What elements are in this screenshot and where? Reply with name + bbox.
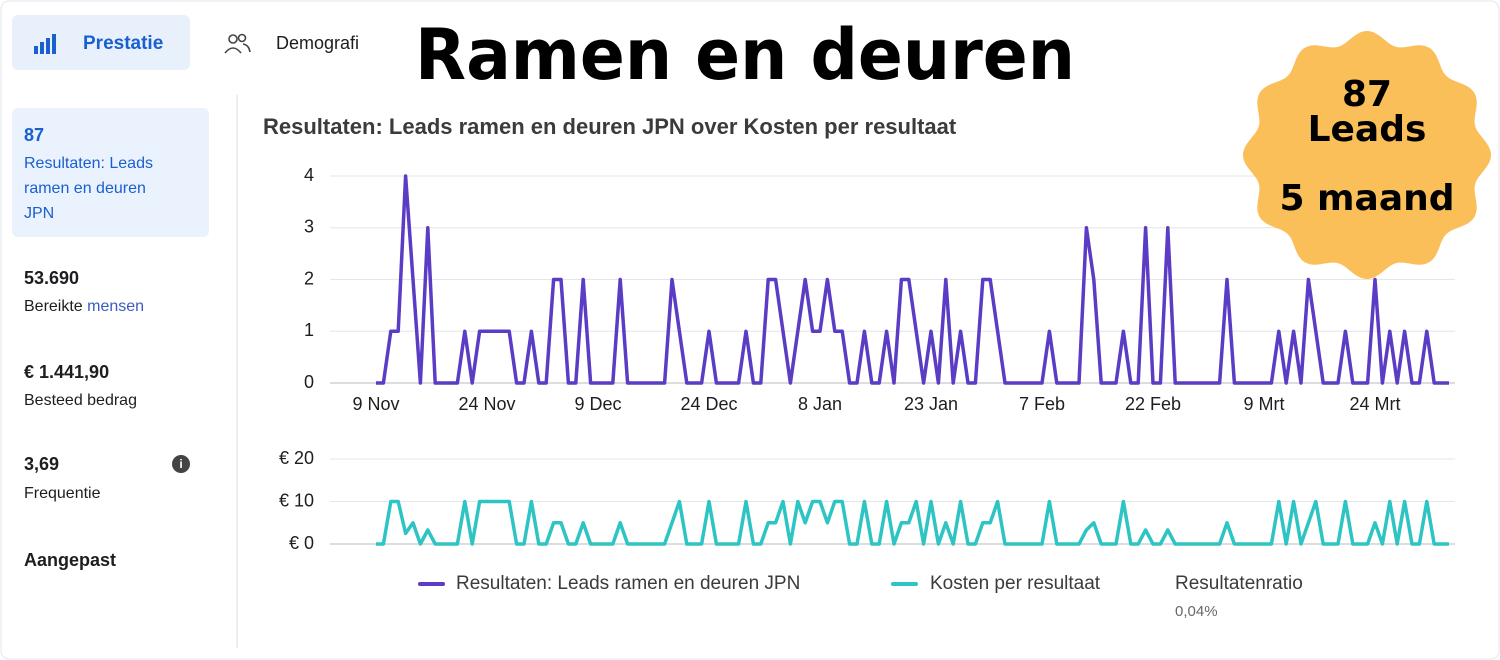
metric-label: Besteed bedrag bbox=[24, 392, 137, 409]
legend-value: 0,04% bbox=[1175, 603, 1218, 620]
series-line bbox=[376, 499, 1449, 546]
badge-text: Leads bbox=[1308, 109, 1427, 150]
metric-link[interactable]: mensen bbox=[87, 298, 144, 315]
y-tick-label: € 0 bbox=[289, 533, 314, 553]
metric-label: Frequentie bbox=[24, 485, 101, 502]
metric-value: 53.690 bbox=[24, 268, 79, 288]
x-tick-label: 9 Nov bbox=[352, 394, 399, 414]
y-tick-label: 3 bbox=[304, 217, 314, 237]
metric-value: 87 bbox=[24, 125, 44, 145]
y-tick-label: 1 bbox=[304, 320, 314, 340]
y-tick-label: € 10 bbox=[279, 490, 314, 510]
plot-area: 0 1 2 3 4 9 Nov 24 Nov 9 Dec 24 Dec 8 Jan 23 Jan 7 … bbox=[279, 165, 1455, 620]
y-tick-label: 4 bbox=[304, 165, 314, 185]
y-tick-label: 2 bbox=[304, 268, 314, 288]
info-icon[interactable] bbox=[172, 455, 190, 473]
x-tick-label: 24 Nov bbox=[458, 394, 515, 414]
x-tick-label: 9 Mrt bbox=[1243, 394, 1284, 414]
overlay-title: Ramen en deuren bbox=[415, 14, 1075, 96]
metric-card[interactable] bbox=[12, 108, 209, 237]
metric-label: Bereikte mensen bbox=[24, 298, 144, 315]
x-tick-label: 24 Mrt bbox=[1349, 394, 1400, 414]
x-tick-label: 8 Jan bbox=[798, 394, 842, 414]
legend-label: Resultaten: Leads ramen en deuren JPN bbox=[456, 573, 800, 594]
y-tick-label: 0 bbox=[304, 372, 314, 392]
y-tick-label: € 20 bbox=[279, 448, 314, 468]
x-tick-label: 22 Feb bbox=[1125, 394, 1181, 414]
badge bbox=[1243, 31, 1491, 279]
x-tick-label: 24 Dec bbox=[680, 394, 737, 414]
badge-text: 87 bbox=[1342, 74, 1392, 115]
tab-label[interactable]: Demografi bbox=[276, 33, 359, 53]
chart-title: Resultaten: Leads ramen en deuren JPN ov… bbox=[263, 114, 957, 139]
x-tick-label: 23 Jan bbox=[904, 394, 958, 414]
badge-text: 5 maand bbox=[1279, 178, 1454, 219]
custom-label[interactable]: Aangepast bbox=[24, 550, 116, 570]
metric-label: Bereikte bbox=[24, 298, 83, 315]
people-icon bbox=[224, 33, 251, 54]
metric-value: € 1.441,90 bbox=[24, 362, 109, 382]
bar-icon bbox=[34, 34, 56, 54]
info-glyph: i bbox=[179, 457, 182, 471]
legend-label: Resultatenratio bbox=[1175, 573, 1303, 594]
legend-label: Kosten per resultaat bbox=[930, 573, 1101, 594]
x-tick-label: 9 Dec bbox=[574, 394, 621, 414]
x-tick-label: 7 Feb bbox=[1019, 394, 1065, 414]
metric-value: 3,69 bbox=[24, 454, 59, 474]
metric-label: Resultaten: Leads ramen en deuren JPN bbox=[24, 155, 153, 222]
series-line bbox=[376, 174, 1449, 385]
tab-label[interactable]: Prestatie bbox=[83, 33, 163, 54]
title-backdrop bbox=[382, 5, 1100, 93]
tab-active[interactable] bbox=[12, 15, 190, 70]
